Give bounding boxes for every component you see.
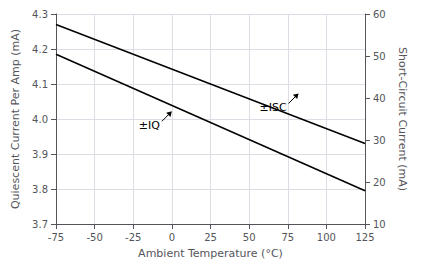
svg-text:60: 60 [373, 9, 386, 20]
svg-text:10: 10 [373, 219, 386, 230]
svg-text:25: 25 [204, 232, 217, 243]
svg-text:3.8: 3.8 [32, 184, 48, 195]
svg-text:4.2: 4.2 [32, 44, 48, 55]
svg-text:-50: -50 [86, 232, 102, 243]
svg-text:3.9: 3.9 [32, 149, 48, 160]
svg-text:0: 0 [169, 232, 175, 243]
svg-text:-25: -25 [125, 232, 141, 243]
svg-text:4.1: 4.1 [32, 79, 48, 90]
svg-text:125: 125 [355, 232, 374, 243]
svg-text:±IQ: ±IQ [139, 119, 160, 132]
svg-text:±ISC: ±ISC [259, 101, 286, 114]
svg-text:Ambient Temperature (°C): Ambient Temperature (°C) [138, 247, 283, 260]
svg-text:50: 50 [373, 51, 386, 62]
svg-text:Quiescent Current Per Amp (mA): Quiescent Current Per Amp (mA) [9, 29, 22, 209]
svg-text:40: 40 [373, 93, 386, 104]
svg-text:30: 30 [373, 135, 386, 146]
svg-text:100: 100 [317, 232, 336, 243]
svg-text:4.3: 4.3 [32, 9, 48, 20]
svg-text:75: 75 [281, 232, 294, 243]
svg-text:3.7: 3.7 [32, 219, 48, 230]
svg-text:20: 20 [373, 177, 386, 188]
svg-text:4.0: 4.0 [32, 114, 48, 125]
svg-text:Short-Circuit Current (mA): Short-Circuit Current (mA) [396, 47, 409, 191]
svg-text:-75: -75 [48, 232, 64, 243]
svg-text:50: 50 [243, 232, 256, 243]
